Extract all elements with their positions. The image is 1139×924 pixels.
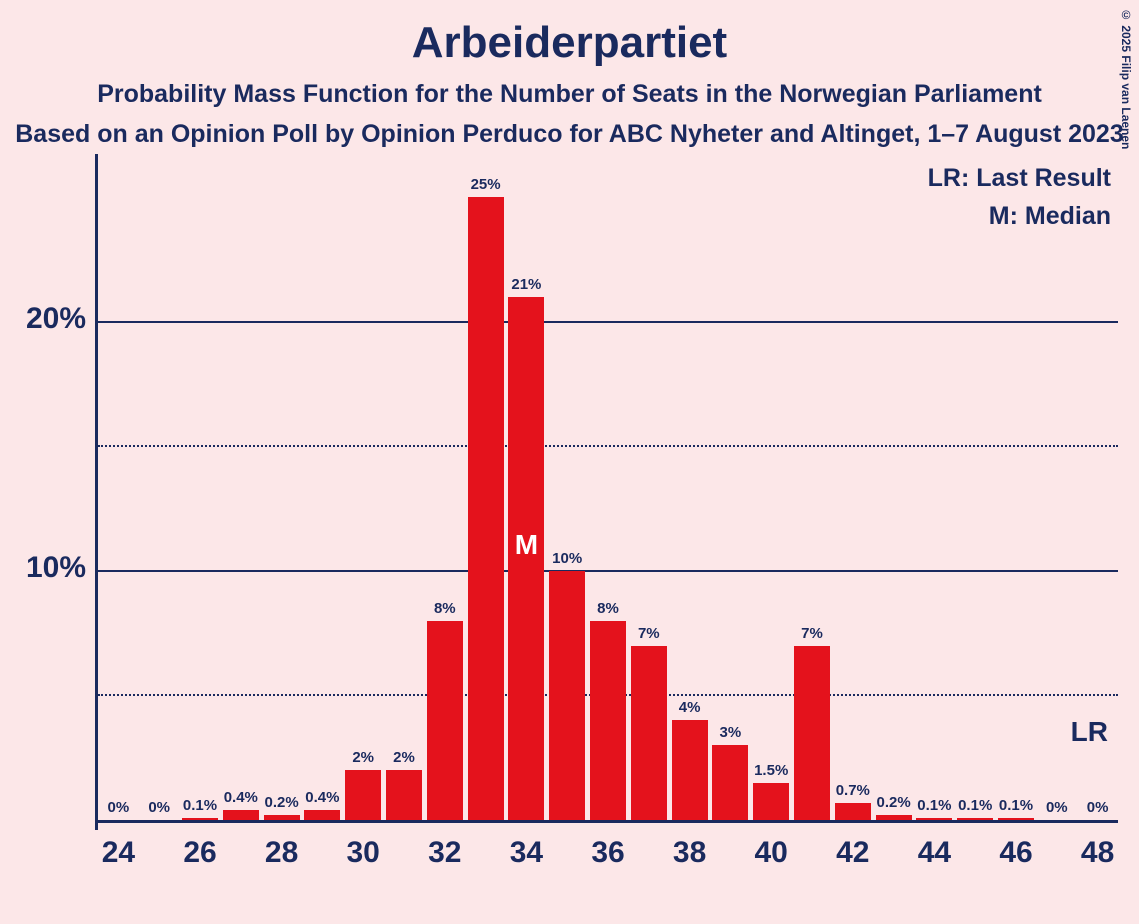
- bar: [835, 803, 871, 820]
- copyright-text: © 2025 Filip van Laenen: [1119, 8, 1133, 149]
- chart-title: Arbeiderpartiet: [0, 18, 1139, 68]
- bar-value-label: 2%: [393, 749, 415, 766]
- bar: [386, 770, 422, 820]
- bar-value-label: 8%: [597, 600, 619, 617]
- x-tick-label: 48: [1081, 836, 1114, 870]
- bar: [427, 621, 463, 820]
- x-axis: [95, 820, 1118, 823]
- bar-value-label: 0%: [1046, 799, 1068, 816]
- x-tick-label: 36: [591, 836, 624, 870]
- bar: [468, 197, 504, 820]
- chart-subtitle-1: Probability Mass Function for the Number…: [0, 80, 1139, 109]
- y-tick-label: 10%: [26, 551, 86, 585]
- bar-value-label: 7%: [638, 625, 660, 642]
- bar-value-label: 0.2%: [876, 794, 910, 811]
- x-tick-label: 30: [347, 836, 380, 870]
- y-tick-label: 20%: [26, 302, 86, 336]
- x-tick-label: 34: [510, 836, 543, 870]
- bar: [223, 810, 259, 820]
- bar-value-label: 0.1%: [917, 797, 951, 814]
- chart-subtitle-2: Based on an Opinion Poll by Opinion Perd…: [0, 120, 1139, 149]
- bar-value-label: 0.4%: [305, 789, 339, 806]
- bar-value-label: 25%: [471, 176, 501, 193]
- x-tick-label: 32: [428, 836, 461, 870]
- bar-value-label: 0%: [108, 799, 130, 816]
- bar-value-label: 0.4%: [224, 789, 258, 806]
- x-tick-label: 24: [102, 836, 135, 870]
- bar-value-label: 2%: [352, 749, 374, 766]
- bar-value-label: 0%: [1087, 799, 1109, 816]
- x-tick-label: 26: [183, 836, 216, 870]
- x-tick-label: 44: [918, 836, 951, 870]
- bar: [631, 646, 667, 820]
- bar-value-label: 10%: [552, 550, 582, 567]
- last-result-marker: LR: [1071, 716, 1108, 748]
- bar: [753, 783, 789, 820]
- x-tick-label: 40: [755, 836, 788, 870]
- y-axis: [95, 154, 98, 830]
- bar: [672, 720, 708, 820]
- bar-value-label: 7%: [801, 625, 823, 642]
- x-tick-label: 38: [673, 836, 706, 870]
- bar: [712, 745, 748, 820]
- gridline-dotted: [98, 445, 1118, 447]
- bar-value-label: 21%: [511, 276, 541, 293]
- gridline-solid: [98, 321, 1118, 323]
- bar: [590, 621, 626, 820]
- median-marker: M: [515, 529, 538, 561]
- bar: [304, 810, 340, 820]
- bar: [794, 646, 830, 820]
- gridline-solid: [98, 570, 1118, 572]
- bar-value-label: 1.5%: [754, 762, 788, 779]
- x-tick-label: 28: [265, 836, 298, 870]
- bar-value-label: 0.1%: [183, 797, 217, 814]
- x-tick-label: 42: [836, 836, 869, 870]
- bar-value-label: 0.1%: [958, 797, 992, 814]
- bar-value-label: 0.7%: [836, 782, 870, 799]
- bar-value-label: 3%: [720, 724, 742, 741]
- bar-value-label: 8%: [434, 600, 456, 617]
- bar: [345, 770, 381, 820]
- bar-value-label: 0.1%: [999, 797, 1033, 814]
- bar: [549, 571, 585, 820]
- bar-value-label: 0.2%: [264, 794, 298, 811]
- bar-value-label: 0%: [148, 799, 170, 816]
- x-tick-label: 46: [999, 836, 1032, 870]
- bar-value-label: 4%: [679, 699, 701, 716]
- chart-plot-area: 0% 0% 0.1% 0.4% 0.2% 0.4% 2% 2% 8% 25% 21% 10% 8% 7% 4…: [98, 160, 1118, 820]
